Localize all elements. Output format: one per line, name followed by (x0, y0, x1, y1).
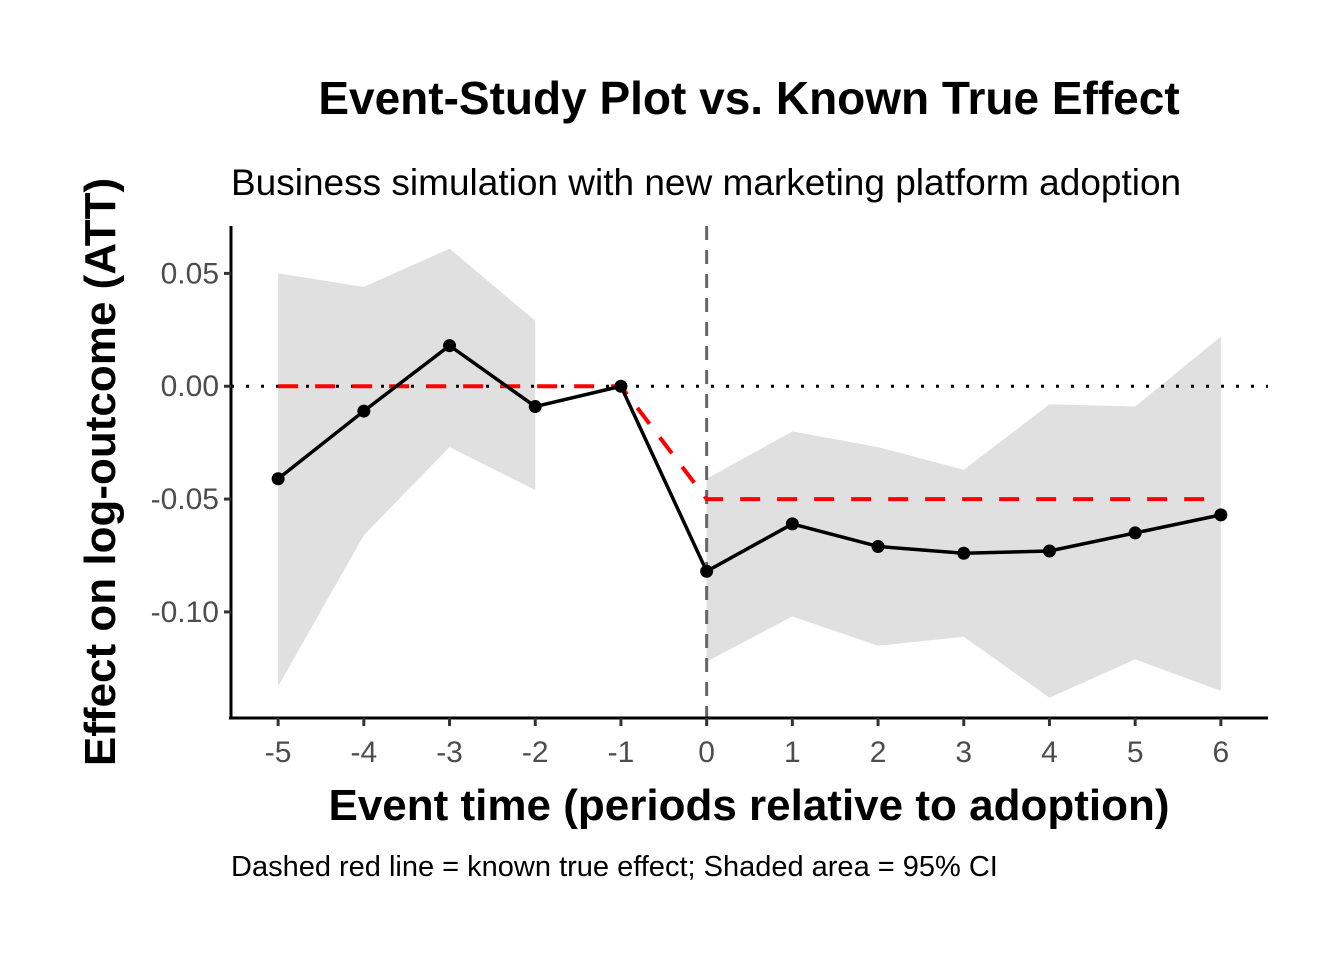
y-tick-label: 0.00 (161, 370, 219, 403)
estimate-point (271, 472, 285, 486)
x-tick-label: 5 (1127, 736, 1144, 769)
ci-ribbons (278, 248, 1221, 698)
chart-title: Event-Study Plot vs. Known True Effect (318, 72, 1179, 124)
x-tick-label: -1 (608, 736, 635, 769)
true-effect-line (278, 384, 1221, 502)
chart-caption: Dashed red line = known true effect; Sha… (231, 851, 998, 883)
estimate-point (357, 404, 371, 418)
estimate-point (443, 339, 457, 353)
reference-lines (231, 226, 1268, 718)
estimate-point (1214, 508, 1228, 522)
estimate-point (871, 539, 885, 553)
x-ticks: -5 -4 -3 -2 -1 0 1 2 3 4 5 6 (265, 718, 1229, 769)
estimate-point (957, 546, 971, 560)
x-tick-label: -2 (522, 736, 549, 769)
estimate-layer (271, 339, 1228, 578)
estimate-point (528, 400, 542, 414)
estimate-point (785, 517, 799, 531)
y-tick-label: 0.05 (161, 257, 219, 290)
estimate-line (277, 343, 1222, 574)
estimate-point (614, 379, 628, 393)
x-tick-label: 1 (784, 736, 801, 769)
x-tick-label: 4 (1041, 736, 1058, 769)
x-tick-label: 3 (955, 736, 972, 769)
y-axis-title: Effect on log-outcome (ATT) (76, 178, 125, 766)
true-effect-layer (278, 384, 1221, 502)
x-tick-label: 0 (698, 736, 715, 769)
x-tick-label: -4 (350, 736, 377, 769)
chart-subtitle: Business simulation with new marketing p… (231, 162, 1181, 203)
estimate-point (1042, 544, 1056, 558)
x-tick-label: 2 (870, 736, 887, 769)
x-tick-label: -3 (436, 736, 463, 769)
ci-ribbon-segment (706, 336, 1221, 698)
x-tick-label: -5 (265, 736, 292, 769)
y-ticks: 0.05 0.00 -0.05 -0.10 (151, 257, 231, 629)
x-tick-label: 6 (1213, 736, 1230, 769)
estimate-point (1128, 526, 1142, 540)
x-axis-title: Event time (periods relative to adoption… (328, 781, 1169, 830)
ci-ribbon-segment (278, 248, 536, 687)
y-tick-label: -0.10 (151, 596, 219, 629)
estimate-point (700, 564, 714, 578)
y-tick-label: -0.05 (151, 483, 219, 516)
